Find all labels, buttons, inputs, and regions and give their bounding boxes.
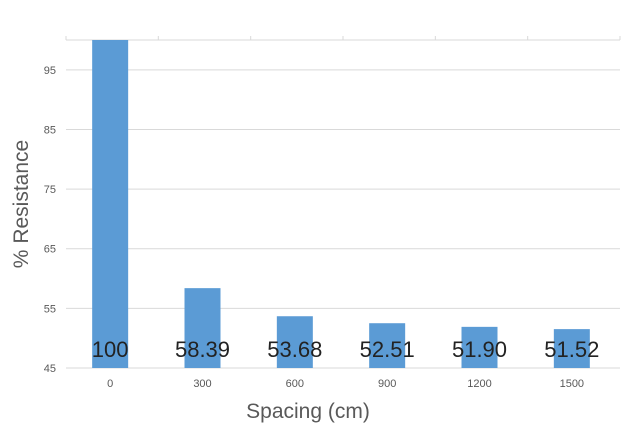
bar-0 (92, 40, 129, 368)
y-tick-label: 65 (44, 244, 56, 256)
y-tick-label: 95 (44, 65, 56, 77)
x-tick-label: 300 (193, 378, 211, 390)
data-label: 100 (92, 337, 129, 362)
y-tick-label: 55 (44, 303, 56, 315)
data-label: 53.68 (267, 337, 322, 362)
x-tick-label: 900 (378, 378, 396, 390)
data-label: 52.51 (360, 337, 415, 362)
bar-900 (369, 323, 406, 368)
x-tick-labels: 0 300 600 900 1200 1500 (107, 378, 584, 390)
x-axis-title: Spacing (cm) (246, 400, 370, 423)
data-labels: 100 58.39 53.68 52.51 51.90 51.52 (92, 337, 600, 362)
x-tick-label: 0 (107, 378, 113, 390)
bar-300 (184, 288, 221, 368)
bar-600 (276, 316, 313, 368)
grid-lines (65, 36, 621, 369)
bar-1500 (553, 329, 590, 368)
data-label: 51.52 (544, 337, 599, 362)
y-tick-labels: 45 55 65 75 85 95 (44, 65, 56, 375)
x-tick-label: 1500 (560, 378, 584, 390)
x-tick-label: 1200 (467, 378, 491, 390)
y-axis-title: % Resistance (10, 140, 33, 268)
y-tick-label: 75 (44, 184, 56, 196)
y-tick-label: 45 (44, 363, 56, 375)
data-label: 58.39 (175, 337, 230, 362)
data-label: 51.90 (452, 337, 507, 362)
x-tick-label: 600 (286, 378, 304, 390)
bar-1200 (461, 326, 498, 368)
bars (92, 40, 590, 368)
y-tick-label: 85 (44, 124, 56, 136)
